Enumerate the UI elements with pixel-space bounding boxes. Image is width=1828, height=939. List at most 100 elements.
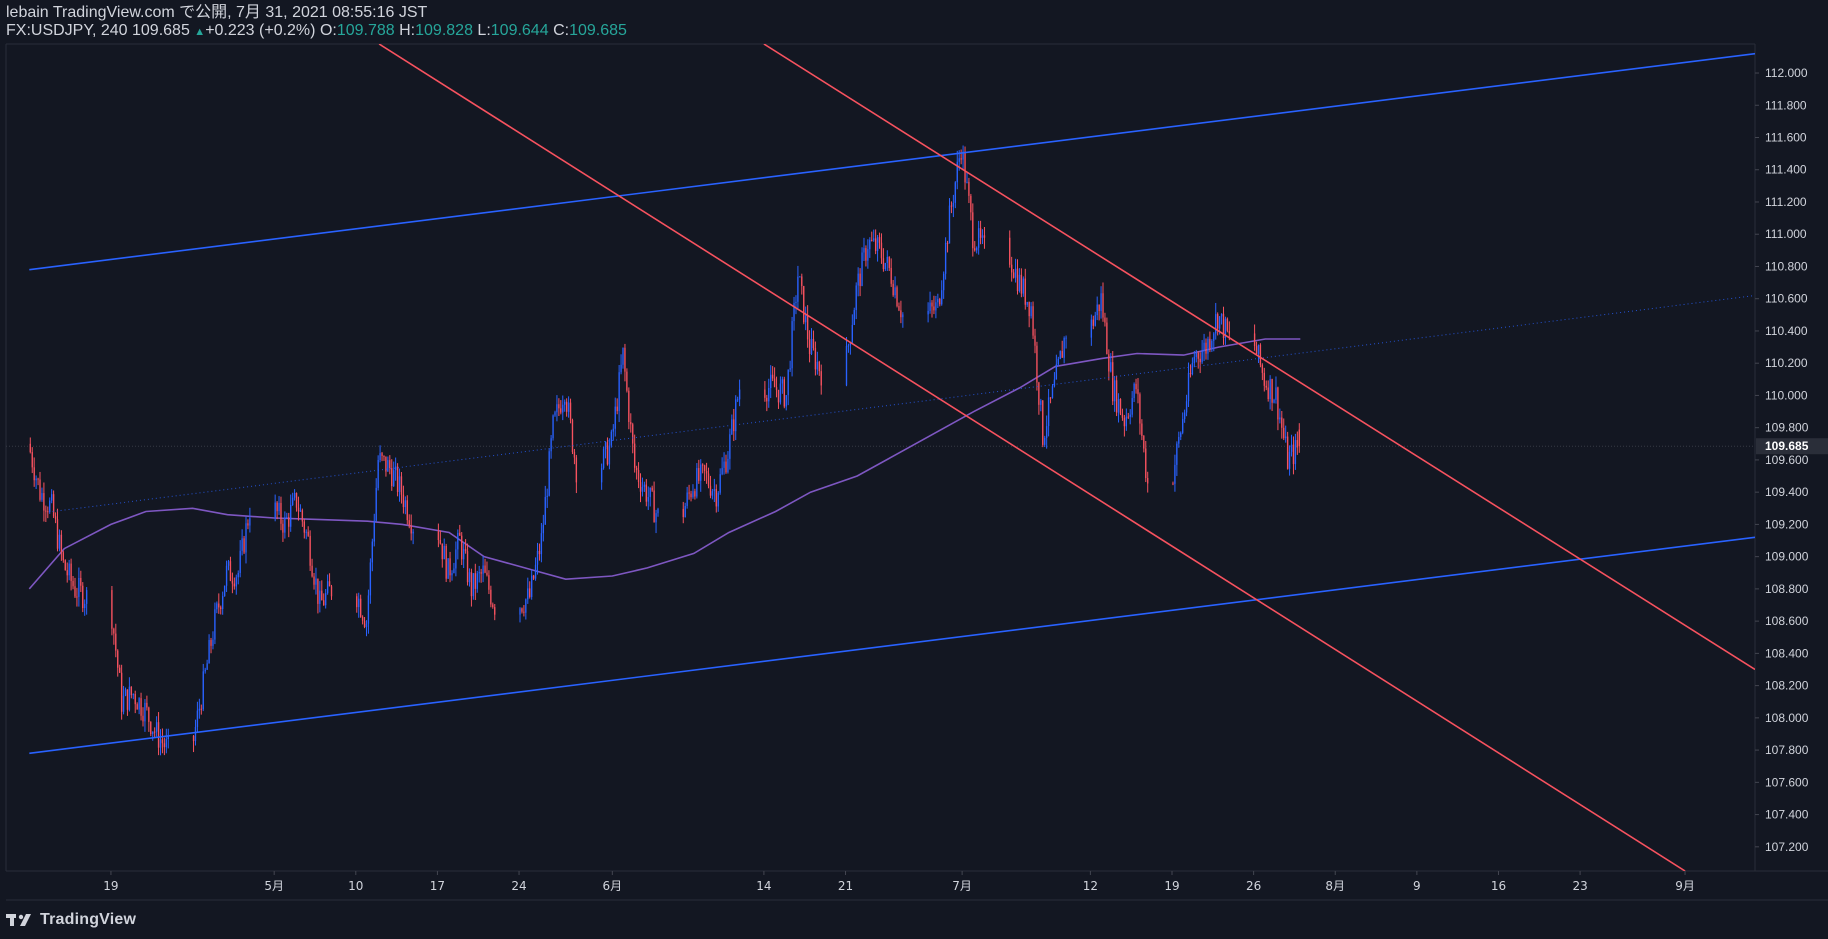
candle-body bbox=[373, 520, 375, 542]
candle-body bbox=[52, 494, 55, 517]
candle-body bbox=[686, 492, 688, 506]
candle-body bbox=[1063, 338, 1065, 358]
candle-body bbox=[1193, 356, 1196, 364]
candle-body bbox=[295, 492, 298, 508]
candle-body bbox=[313, 576, 315, 585]
candle-body bbox=[723, 461, 725, 468]
candle-body bbox=[622, 347, 624, 365]
candle-body bbox=[1257, 344, 1260, 354]
candle-body bbox=[552, 415, 554, 439]
candle-body bbox=[700, 464, 702, 481]
candle-body bbox=[946, 242, 949, 244]
candle-body bbox=[1133, 383, 1135, 399]
low-label: L: bbox=[477, 22, 491, 39]
candle-body bbox=[1228, 330, 1231, 334]
candle-body bbox=[1187, 373, 1190, 402]
candle-body bbox=[1112, 362, 1114, 402]
candle-body bbox=[731, 419, 733, 435]
candle-body bbox=[618, 372, 620, 412]
candle-body bbox=[960, 158, 962, 160]
candle-body bbox=[942, 273, 945, 291]
publish-info: lebain TradingView.com で公開, 7月 31, 2021 … bbox=[6, 4, 428, 21]
candle-body bbox=[694, 491, 696, 497]
candle-body bbox=[801, 276, 803, 287]
candle-body bbox=[1125, 416, 1128, 427]
time-tick-label: 23 bbox=[1572, 879, 1587, 893]
candle-body bbox=[239, 550, 241, 573]
candle-body bbox=[1269, 379, 1271, 399]
symbol-label: FX:USDJPY, 240 bbox=[6, 22, 128, 39]
candle-body bbox=[939, 299, 941, 305]
candle-body bbox=[210, 640, 212, 646]
candle-body bbox=[525, 599, 527, 613]
candle-body bbox=[138, 698, 140, 710]
high-value: 109.828 bbox=[415, 22, 473, 39]
candle-body bbox=[639, 482, 642, 492]
candle-body bbox=[455, 549, 457, 569]
candle-body bbox=[956, 161, 958, 183]
close-label: C: bbox=[553, 22, 570, 39]
candle-body bbox=[1145, 448, 1147, 479]
time-tick-label: 5月 bbox=[264, 879, 284, 893]
candle-body bbox=[602, 449, 605, 469]
time-tick-label: 12 bbox=[1083, 879, 1098, 893]
candle-body bbox=[247, 523, 249, 526]
price-tick-label: 109.600 bbox=[1765, 453, 1809, 467]
candle-body bbox=[192, 735, 195, 742]
candle-body bbox=[231, 580, 234, 584]
candle-body bbox=[529, 588, 531, 597]
candle-body bbox=[781, 379, 784, 384]
candle-body bbox=[964, 151, 966, 183]
candle-body bbox=[134, 694, 136, 705]
candle-body bbox=[1020, 274, 1023, 294]
candle-body bbox=[321, 590, 323, 601]
candle-body bbox=[966, 181, 968, 183]
candle-body bbox=[394, 466, 397, 471]
candle-body bbox=[534, 564, 537, 579]
candle-body bbox=[297, 507, 300, 512]
candle-body bbox=[293, 492, 296, 498]
candle-body bbox=[1288, 451, 1291, 469]
candle-body bbox=[707, 473, 710, 486]
plot-area[interactable] bbox=[6, 44, 1755, 871]
candle-body bbox=[328, 581, 331, 587]
candle-body bbox=[571, 420, 574, 453]
candle-body bbox=[865, 248, 867, 261]
candle-body bbox=[845, 346, 848, 386]
candle-body bbox=[1108, 354, 1110, 372]
candle-body bbox=[1024, 278, 1026, 305]
candle-body bbox=[439, 540, 442, 544]
candle-body bbox=[715, 489, 717, 507]
candle-body bbox=[220, 607, 222, 609]
price-tick-label: 110.200 bbox=[1765, 356, 1808, 370]
candle-body bbox=[120, 672, 123, 712]
candle-body bbox=[375, 487, 377, 521]
candle-body bbox=[554, 412, 556, 416]
time-tick-label: 26 bbox=[1246, 879, 1261, 893]
candle-body bbox=[1051, 386, 1054, 398]
price-tick-label: 111.600 bbox=[1765, 131, 1807, 145]
candle-body bbox=[698, 468, 700, 481]
candle-body bbox=[1059, 351, 1061, 359]
candle-body bbox=[461, 535, 463, 560]
candle-body bbox=[884, 262, 887, 270]
tradingview-logo-text[interactable]: TradingView bbox=[40, 911, 137, 928]
candle-body bbox=[78, 577, 80, 597]
candle-body bbox=[944, 242, 947, 274]
candle-body bbox=[50, 494, 53, 501]
price-tick-label: 111.800 bbox=[1765, 98, 1807, 112]
candle-body bbox=[902, 314, 904, 318]
candle-body bbox=[315, 578, 317, 585]
candle-body bbox=[1032, 306, 1034, 336]
candle-body bbox=[876, 237, 879, 252]
candle-body bbox=[1065, 337, 1067, 339]
trendline-channel-lower bbox=[29, 536, 1755, 755]
candle-body bbox=[882, 258, 885, 270]
candle-body bbox=[1092, 319, 1094, 326]
candle-body bbox=[1195, 352, 1197, 357]
candle-body bbox=[1286, 436, 1289, 469]
candle-body bbox=[532, 575, 535, 579]
candle-body bbox=[406, 500, 408, 521]
candle-body bbox=[56, 519, 59, 549]
